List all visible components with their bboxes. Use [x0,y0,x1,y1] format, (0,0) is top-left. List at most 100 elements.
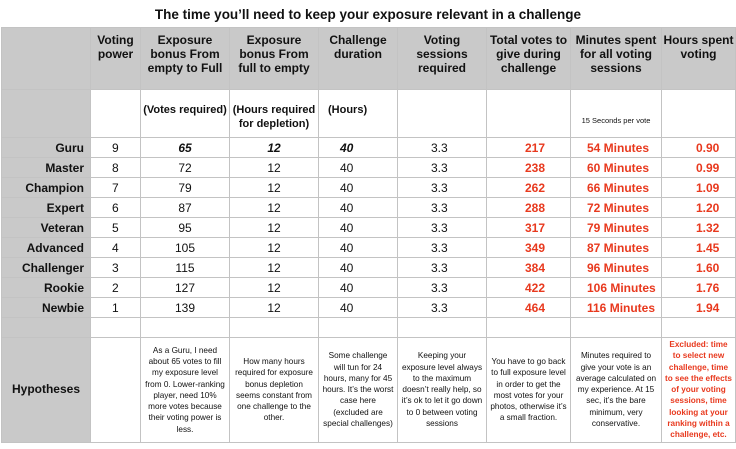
table-row: Master 8 72 12 40 3.3 238 60 Minutes 0.99 [1,157,736,178]
hypothesis-total: You have to go back to full exposure lev… [486,337,571,443]
hypothesis-sessions: Keeping your exposure level always to th… [397,337,487,443]
cell-sessions: 3.3 [397,197,487,218]
units-hours: (Hours) [318,89,398,138]
hypothesis-bonus-deplete: How many hours required for exposure bon… [229,337,319,443]
units-corner [1,89,91,138]
cell-bonus-deplete: 12 [229,237,319,258]
row-label: Guru [1,137,91,158]
cell-minutes: 79 Minutes [570,217,662,238]
hypothesis-bonus-fill: As a Guru, I need about 65 votes to fill… [140,337,230,443]
row-label: Veteran [1,217,91,238]
cell-hours: 1.09 [661,177,736,198]
spacer-row [1,317,736,338]
header-bonus-full-empty: Exposure bonus From full to empty [229,27,319,90]
hypotheses-row: Hypotheses As a Guru, I need about 65 vo… [1,337,736,443]
cell-total-votes: 238 [486,157,571,178]
cell-duration: 40 [318,217,398,238]
cell-hours: 1.32 [661,217,736,238]
cell-voting-power: 8 [90,157,141,178]
cell-sessions: 3.3 [397,137,487,158]
table-row: Rookie 2 127 12 40 3.3 422 106 Minutes 1.76 [1,277,736,298]
exposure-table: Voting power Exposure bonus From empty t… [1,27,736,443]
table-row: Veteran 5 95 12 40 3.3 317 79 Minutes 1.32 [1,217,736,238]
cell-voting-power: 6 [90,197,141,218]
cell-minutes: 87 Minutes [570,237,662,258]
row-label: Advanced [1,237,91,258]
hypotheses-label: Hypotheses [1,337,91,443]
units-empty [397,89,487,138]
header-hours: Hours spent voting [661,27,736,90]
cell-voting-power: 1 [90,297,141,318]
cell-total-votes: 384 [486,257,571,278]
cell-total-votes: 262 [486,177,571,198]
page-title: The time you’ll need to keep your exposu… [154,7,582,22]
row-label: Newbie [1,297,91,318]
table-row: Advanced 4 105 12 40 3.3 349 87 Minutes 1.45 [1,237,736,258]
cell-voting-power: 5 [90,217,141,238]
hypothesis-duration: Some challenge will tun for 24 hours, ma… [318,337,398,443]
cell-total-votes: 217 [486,137,571,158]
cell-voting-power: 7 [90,177,141,198]
cell-bonus-deplete: 12 [229,157,319,178]
cell-bonus-fill: 105 [140,237,230,258]
spacer-label [1,317,91,338]
cell-duration: 40 [318,197,398,218]
cell-sessions: 3.3 [397,297,487,318]
cell-bonus-deplete: 12 [229,137,319,158]
table-row: Champion 7 79 12 40 3.3 262 66 Minutes 1.09 [1,177,736,198]
cell-total-votes: 422 [486,277,571,298]
cell-bonus-deplete: 12 [229,277,319,298]
table-row: Challenger 3 115 12 40 3.3 384 96 Minutes 1.60 [1,257,736,278]
cell-minutes: 96 Minutes [570,257,662,278]
cell-sessions: 3.3 [397,277,487,298]
cell-hours: 0.99 [661,157,736,178]
cell-bonus-fill: 79 [140,177,230,198]
cell-hours: 1.76 [661,277,736,298]
cell-bonus-deplete: 12 [229,197,319,218]
cell-duration: 40 [318,297,398,318]
cell-minutes: 54 Minutes [570,137,662,158]
cell-total-votes: 288 [486,197,571,218]
cell-bonus-fill: 65 [140,137,230,158]
cell-total-votes: 349 [486,237,571,258]
hypothesis-hours: Excluded: time to select new challenge, … [661,337,736,443]
table-row: Newbie 1 139 12 40 3.3 464 116 Minutes 1.94 [1,297,736,318]
units-empty [661,89,736,138]
header-bonus-empty-full: Exposure bonus From empty to Full [140,27,230,90]
units-empty [486,89,571,138]
cell-bonus-fill: 115 [140,257,230,278]
hypothesis-empty [90,337,141,443]
units-hours-depletion: (Hours required for depletion) [229,89,319,138]
cell-bonus-fill: 139 [140,297,230,318]
cell-bonus-deplete: 12 [229,177,319,198]
cell-bonus-fill: 95 [140,217,230,238]
cell-hours: 1.60 [661,257,736,278]
cell-duration: 40 [318,157,398,178]
cell-hours: 1.45 [661,237,736,258]
cell-total-votes: 464 [486,297,571,318]
table-row: Guru 9 65 12 40 3.3 217 54 Minutes 0.90 [1,137,736,158]
cell-hours: 1.94 [661,297,736,318]
cell-voting-power: 2 [90,277,141,298]
cell-minutes: 106 Minutes [570,277,662,298]
cell-bonus-deplete: 12 [229,217,319,238]
cell-sessions: 3.3 [397,157,487,178]
cell-minutes: 116 Minutes [570,297,662,318]
cell-duration: 40 [318,177,398,198]
cell-bonus-fill: 72 [140,157,230,178]
hypothesis-minutes: Minutes required to give your vote is an… [570,337,662,443]
row-label: Master [1,157,91,178]
row-label: Expert [1,197,91,218]
units-votes-required: (Votes required) [140,89,230,138]
cell-duration: 40 [318,257,398,278]
cell-total-votes: 317 [486,217,571,238]
header-voting-power: Voting power [90,27,141,90]
cell-sessions: 3.3 [397,257,487,278]
units-seconds-per-vote: 15 Seconds per vote [570,89,662,138]
cell-hours: 1.20 [661,197,736,218]
cell-sessions: 3.3 [397,217,487,238]
cell-duration: 40 [318,137,398,158]
header-minutes: Minutes spent for all voting sessions [570,27,662,90]
cell-minutes: 66 Minutes [570,177,662,198]
row-label: Challenger [1,257,91,278]
